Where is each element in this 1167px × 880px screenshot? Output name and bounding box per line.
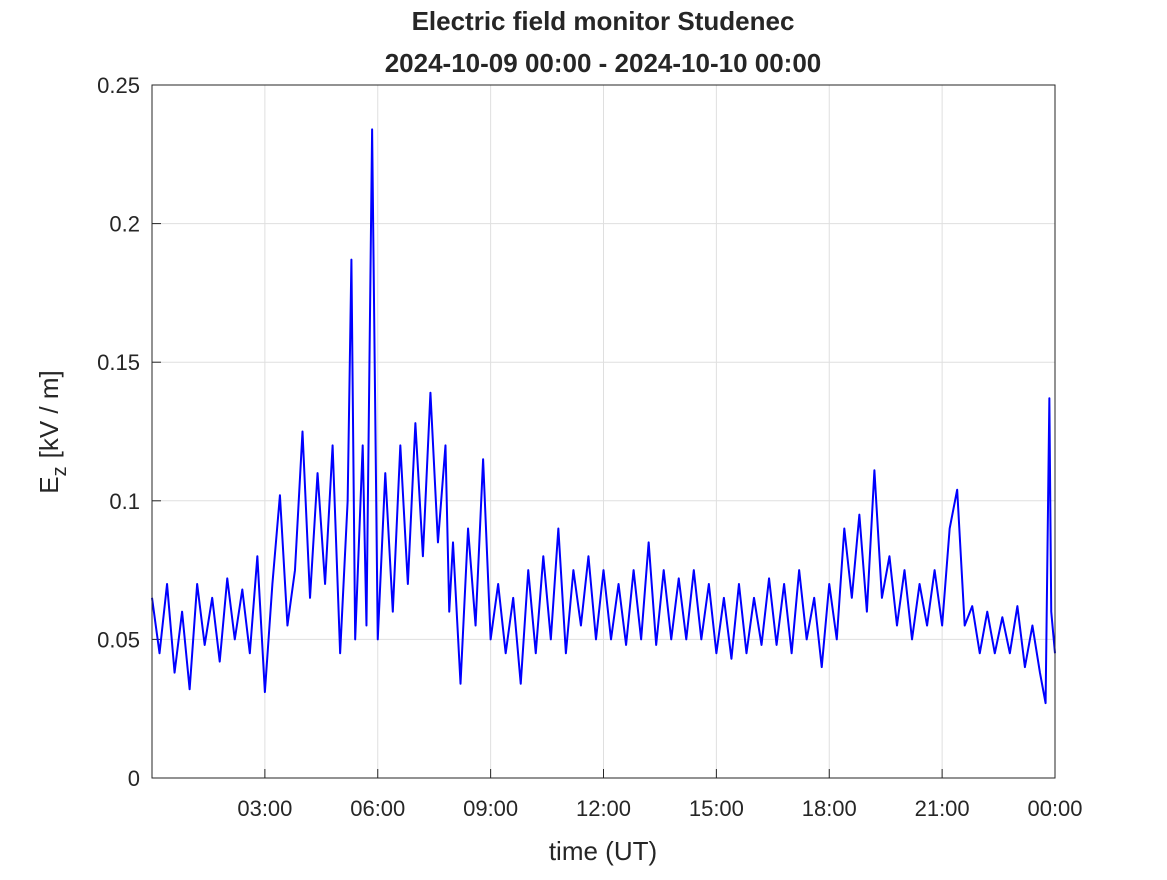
y-axis-label: Ez [kV / m]: [34, 370, 71, 493]
x-tick-label: 12:00: [576, 796, 631, 821]
x-axis-label: time (UT): [549, 836, 657, 866]
y-tick-label: 0.1: [109, 489, 140, 514]
x-tick-label: 09:00: [463, 796, 518, 821]
y-tick-label: 0.25: [97, 73, 140, 98]
chart-title: Electric field monitor Studenec: [412, 6, 795, 36]
chart-subtitle: 2024-10-09 00:00 - 2024-10-10 00:00: [385, 48, 822, 78]
y-label-subscript: z: [49, 466, 71, 476]
x-tick-label: 00:00: [1027, 796, 1082, 821]
x-tick-label: 15:00: [689, 796, 744, 821]
y-tick-label: 0.05: [97, 627, 140, 652]
x-tick-label: 03:00: [237, 796, 292, 821]
y-label-base: E: [34, 476, 64, 493]
plot-frame: [151, 84, 1056, 779]
y-tick-label: 0.15: [97, 350, 140, 375]
data-line: [151, 128, 1056, 705]
x-tick-label: 06:00: [350, 796, 405, 821]
y-label-unit: [kV / m]: [34, 370, 64, 458]
y-tick-label: 0: [128, 766, 140, 791]
y-tick-label: 0.2: [109, 212, 140, 237]
x-tick-label: 21:00: [915, 796, 970, 821]
x-tick-label: 18:00: [802, 796, 857, 821]
